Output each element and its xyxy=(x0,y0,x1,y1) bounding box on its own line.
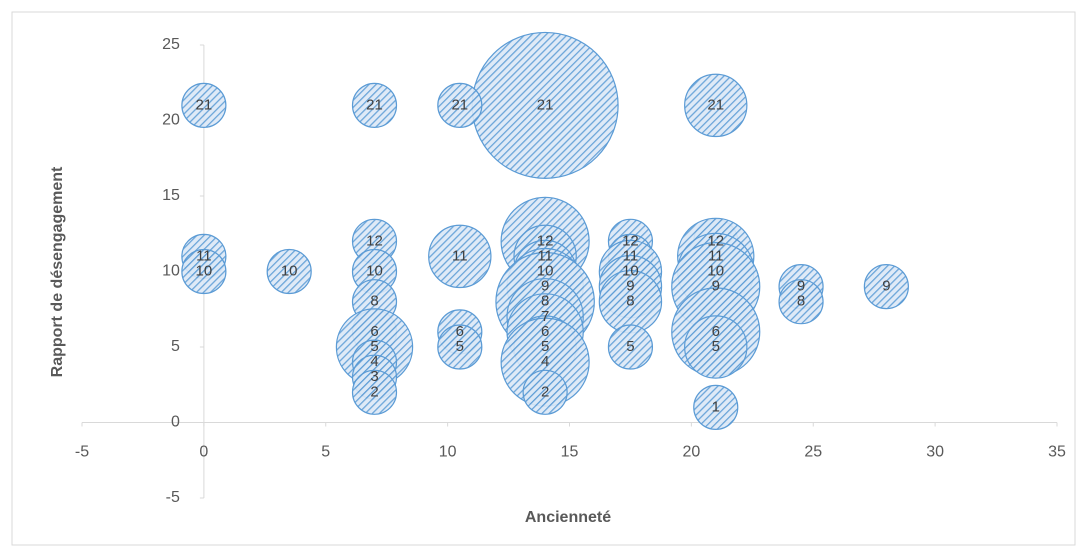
data-label: 6 xyxy=(370,323,378,340)
data-label: 10 xyxy=(281,262,298,279)
data-label: 9 xyxy=(712,278,720,295)
y-tick-label: -5 xyxy=(166,489,180,506)
bubble xyxy=(863,264,909,310)
x-tick-label: 0 xyxy=(199,444,208,461)
data-label: 7 xyxy=(541,308,549,325)
data-label: 3 xyxy=(370,368,378,385)
data-label: 8 xyxy=(797,293,805,310)
x-tick-label: 25 xyxy=(804,444,822,461)
data-label: 9 xyxy=(797,278,805,295)
y-tick-label: 15 xyxy=(162,187,180,204)
x-tick-label: 5 xyxy=(321,444,330,461)
data-label: 5 xyxy=(626,338,634,355)
data-label: 11 xyxy=(708,247,724,264)
data-label: 2 xyxy=(370,383,378,400)
data-label: 9 xyxy=(541,278,549,295)
data-label: 21 xyxy=(366,96,383,113)
data-label: 6 xyxy=(712,323,720,340)
data-label: 11 xyxy=(623,247,639,264)
y-tick-label: 20 xyxy=(162,112,180,129)
data-label: 10 xyxy=(537,262,554,279)
data-label: 5 xyxy=(456,338,464,355)
data-label: 6 xyxy=(456,323,464,340)
bubble xyxy=(607,324,654,370)
bubble xyxy=(684,315,748,379)
data-label: 6 xyxy=(541,323,549,340)
data-label: 11 xyxy=(452,247,468,264)
data-label: 4 xyxy=(370,353,378,370)
data-label: 8 xyxy=(370,293,378,310)
data-label: 12 xyxy=(622,232,639,249)
data-label: 8 xyxy=(541,293,549,310)
bubble xyxy=(351,82,398,129)
data-label: 12 xyxy=(707,232,724,249)
data-label: 9 xyxy=(626,278,634,295)
bubble xyxy=(181,82,227,129)
data-label: 11 xyxy=(196,247,212,264)
data-label: 5 xyxy=(541,338,549,355)
data-label: 1 xyxy=(712,398,720,415)
x-tick-label: -5 xyxy=(75,444,89,461)
x-tick-label: 20 xyxy=(682,444,700,461)
x-tick-label: 35 xyxy=(1048,444,1066,461)
x-tick-label: 10 xyxy=(439,444,457,461)
data-label: 21 xyxy=(451,96,468,113)
data-label: 9 xyxy=(882,278,890,295)
data-label: 2 xyxy=(541,383,549,400)
data-label: 10 xyxy=(196,262,213,279)
bubble xyxy=(181,248,227,295)
data-label: 12 xyxy=(366,232,383,249)
bubble xyxy=(522,369,568,415)
bubble xyxy=(266,248,312,295)
x-axis-title: Ancienneté xyxy=(525,509,611,526)
data-label: 21 xyxy=(707,96,724,113)
data-label: 11 xyxy=(537,247,553,264)
y-tick-label: 25 xyxy=(162,36,180,53)
bubble xyxy=(437,324,483,370)
y-axis-title: Rapport de désengagement xyxy=(49,166,66,377)
data-label: 5 xyxy=(712,338,720,355)
x-tick-label: 15 xyxy=(561,444,579,461)
y-tick-label: 10 xyxy=(162,263,180,280)
bubble xyxy=(693,384,739,430)
data-label: 21 xyxy=(196,96,213,113)
data-label: 10 xyxy=(366,262,383,279)
data-label: 12 xyxy=(537,232,554,249)
y-tick-label: 5 xyxy=(171,338,180,355)
bubble xyxy=(778,279,824,325)
y-tick-label: 0 xyxy=(171,414,180,431)
data-label: 8 xyxy=(626,293,634,310)
data-label: 4 xyxy=(541,353,549,370)
x-tick-label: 30 xyxy=(926,444,944,461)
bubble xyxy=(351,369,398,415)
bubble xyxy=(437,82,483,129)
data-label: 5 xyxy=(370,338,378,355)
bubble xyxy=(428,224,492,289)
data-label: 21 xyxy=(537,96,554,113)
data-label: 10 xyxy=(707,262,724,279)
bubble xyxy=(684,73,748,138)
data-label: 10 xyxy=(622,262,639,279)
